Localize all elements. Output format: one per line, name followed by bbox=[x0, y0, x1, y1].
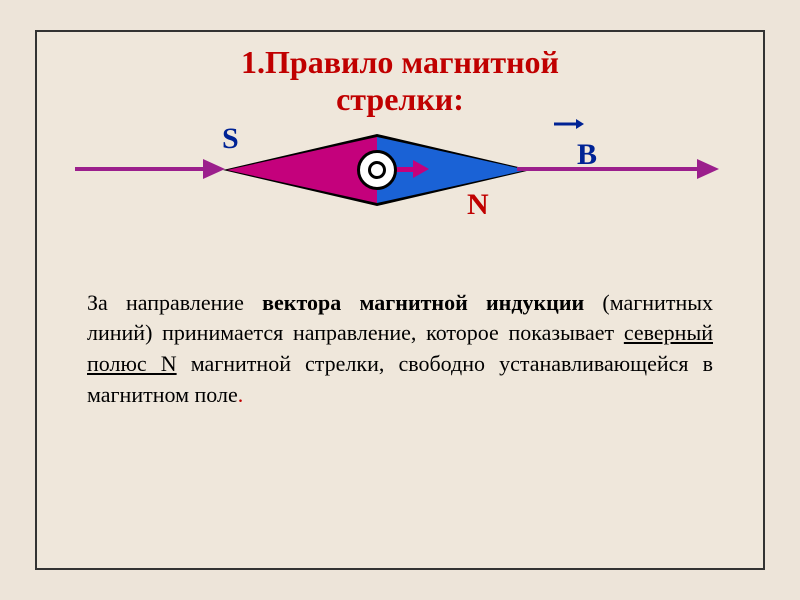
compass-diagram: S B N bbox=[37, 110, 763, 240]
body-bold: вектора магнитной индукции bbox=[262, 290, 584, 315]
needle-arrow-head bbox=[413, 160, 429, 178]
title: 1.Правило магнитной стрелки: bbox=[37, 32, 763, 118]
pivot-circle-inner bbox=[368, 161, 386, 179]
b-vector-arrow bbox=[554, 118, 584, 130]
field-arrow-left-head bbox=[203, 159, 225, 179]
slide-frame: 1.Правило магнитной стрелки: S B N bbox=[35, 30, 765, 570]
body-text: За направление вектора магнитной индукци… bbox=[37, 240, 763, 411]
title-line1: 1.Правило магнитной bbox=[241, 44, 559, 80]
body-t1: За направление bbox=[87, 290, 262, 315]
field-arrow-left-line bbox=[75, 167, 203, 171]
field-arrow-right-line bbox=[517, 167, 697, 171]
field-arrow-right-head bbox=[697, 159, 719, 179]
body-dot: . bbox=[238, 382, 244, 407]
body-t5: магнитной стрелки, свободно устанавливаю… bbox=[87, 351, 713, 407]
